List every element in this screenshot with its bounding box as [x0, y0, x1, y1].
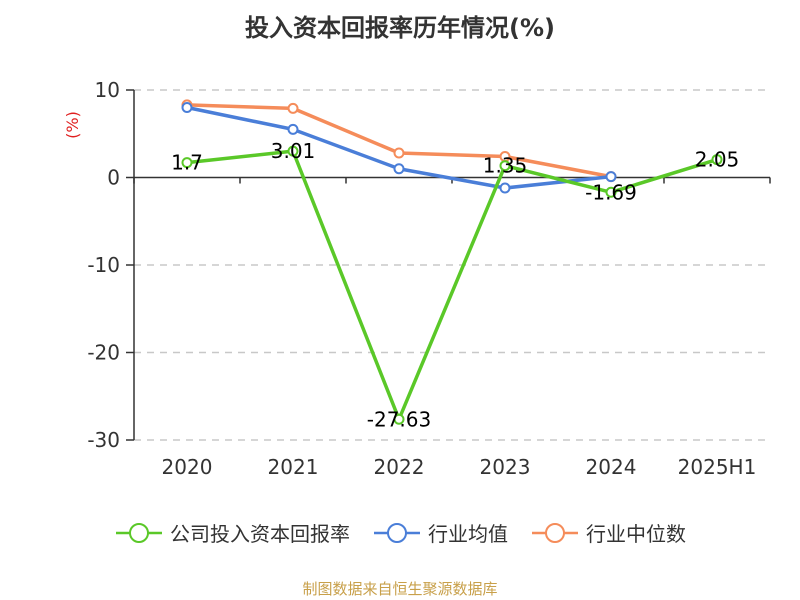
y-tick-label: -20 [87, 341, 120, 365]
data-labels: 1.7 3.01 -27.63 1.35 -1.69 2.05 [171, 139, 739, 431]
series-line [186, 149, 718, 422]
y-tick-label: 10 [95, 78, 120, 102]
legend-line-marker-icon [374, 522, 420, 543]
x-tick-label: 2021 [268, 455, 319, 479]
y-tick-label: -10 [87, 253, 120, 277]
legend: 公司投入资本回报率 行业均值 行业中位数 [0, 518, 800, 547]
y-tick-label: 0 [107, 166, 120, 190]
data-point [711, 154, 723, 166]
data-point [499, 160, 511, 172]
source-note: 制图数据来自恒生聚源数据库 [302, 580, 498, 598]
x-tick-label: 2025H1 [678, 455, 757, 479]
data-label: 3.01 [271, 139, 316, 163]
y-axis-label: (%) [63, 111, 82, 139]
data-point [181, 102, 193, 113]
data-point [181, 157, 193, 169]
legend-label: 行业中位数 [586, 522, 686, 546]
x-tick-label: 2024 [586, 455, 637, 479]
legend-line-marker-icon [532, 522, 578, 543]
data-label: 1.7 [171, 151, 203, 175]
data-label: -1.69 [585, 180, 637, 204]
series-lines [181, 99, 723, 425]
tick-labels: 10 0 -10 -20 -30 2020 2021 2022 2023 2024 2025H1 [87, 78, 756, 479]
legend-label: 公司投入资本回报率 [170, 522, 350, 546]
data-point [499, 182, 511, 194]
data-point [393, 413, 405, 425]
data-point [605, 186, 617, 198]
x-tick-label: 2020 [162, 455, 213, 479]
legend-line-marker-icon [116, 522, 162, 543]
legend-label: 行业均值 [428, 522, 508, 546]
legend-item[interactable]: 公司投入资本回报率 [114, 518, 350, 547]
data-point [605, 171, 617, 183]
grid-lines [134, 89, 770, 441]
data-label: 2.05 [695, 148, 740, 172]
chart-title: 投入资本回报率历年情况(%) [245, 14, 555, 42]
data-label: 1.35 [483, 154, 528, 178]
data-point [287, 123, 299, 135]
data-point [393, 147, 405, 159]
x-tick-label: 2022 [374, 455, 425, 479]
line-chart: 10 0 -10 -20 -30 2020 2021 2022 2023 2024 2025H1 1… [63, 78, 771, 479]
y-tick-label: -30 [87, 428, 120, 452]
legend-item[interactable]: 行业均值 [372, 518, 508, 547]
legend-item[interactable]: 行业中位数 [530, 518, 686, 547]
data-point [287, 145, 299, 157]
x-tick-label: 2023 [480, 455, 531, 479]
data-label: -27.63 [367, 407, 431, 431]
data-point [287, 102, 299, 114]
data-point [393, 163, 405, 175]
